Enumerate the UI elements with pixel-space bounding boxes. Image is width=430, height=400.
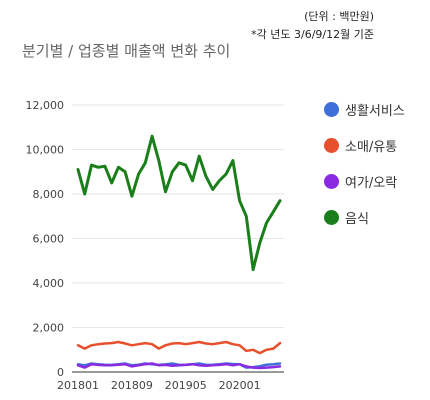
unit-note: (단위 : 백만원) [304, 10, 374, 23]
y-tick-label: 4,000 [33, 277, 65, 290]
y-tick-label: 12,000 [26, 99, 65, 112]
legend-item: 음식 [324, 208, 405, 227]
legend-swatch [324, 209, 339, 225]
legend-item: 생활서비스 [324, 100, 405, 119]
y-tick-label: 2,000 [33, 322, 65, 335]
basis-note: *각 년도 3/6/9/12월 기준 [251, 28, 374, 41]
y-tick-label: 6,000 [33, 233, 65, 246]
legend-item: 소매/유통 [324, 136, 405, 155]
legend-label: 소매/유통 [345, 139, 398, 155]
x-tick-label: 201801 [57, 379, 99, 392]
legend-label: 음식 [345, 211, 369, 227]
chart-title: 분기별 / 업종별 매출액 변화 추이 [22, 42, 231, 60]
y-tick-label: 0 [57, 366, 64, 379]
legend-label: 여가/오락 [345, 175, 398, 191]
legend-swatch [324, 137, 339, 153]
y-tick-label: 10,000 [26, 144, 65, 157]
series-line-3 [76, 362, 282, 370]
legend-item: 여가/오락 [324, 172, 405, 191]
y-tick-label: 8,000 [33, 188, 65, 201]
x-tick-label: 202001 [219, 379, 261, 392]
legend-swatch [324, 173, 339, 189]
x-tick-label: 201905 [165, 379, 207, 392]
x-tick-label: 201809 [111, 379, 153, 392]
legend-label: 생활서비스 [345, 103, 405, 119]
legend-swatch [324, 101, 339, 117]
series-line-4 [76, 134, 282, 272]
series-line-2 [76, 340, 282, 355]
